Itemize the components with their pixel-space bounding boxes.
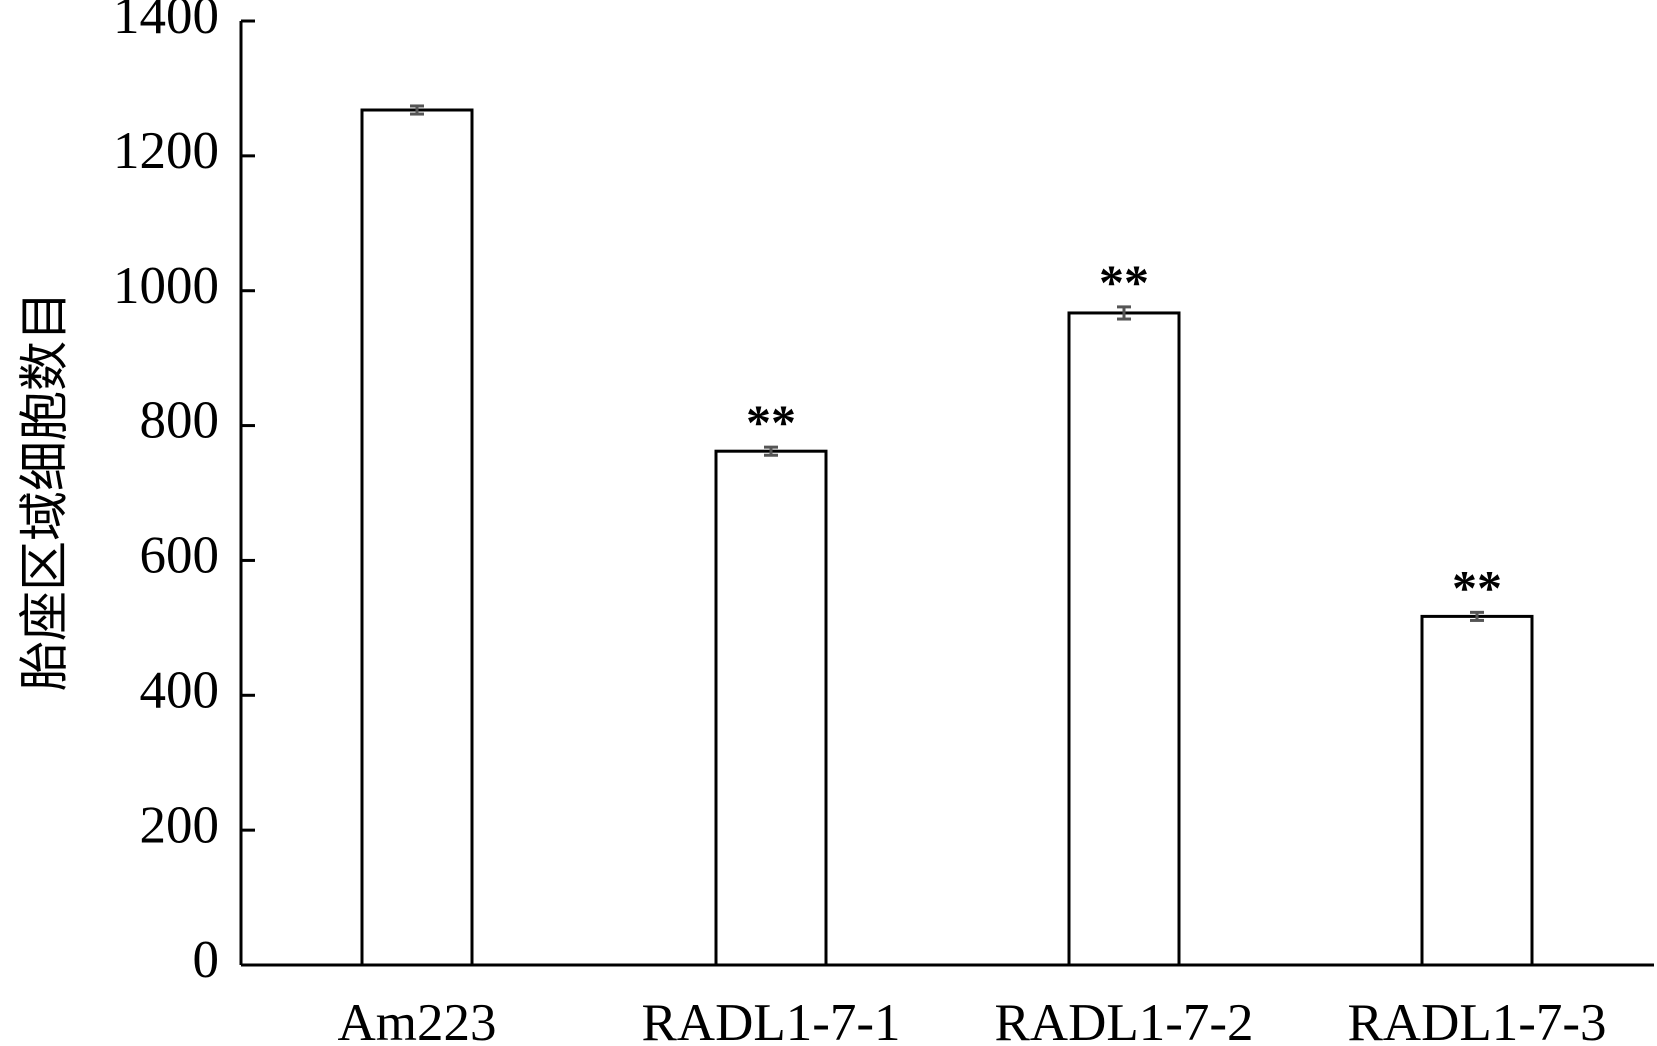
significance-label: ** [746,394,796,450]
significance-label: ** [1099,254,1149,310]
bar [1067,311,1181,967]
x-tick-label: Am223 [338,994,497,1046]
error-bar [410,104,424,116]
y-tick-label: 400 [140,661,220,719]
x-tick-label: RADL1-7-3 [1347,994,1606,1046]
y-tick-label: 1200 [113,122,219,180]
y-tick-label: 1000 [113,257,219,315]
y-tick-label: 600 [140,527,220,585]
y-tick-label: 800 [140,392,220,450]
bar [1420,614,1534,967]
significance-label: ** [1452,559,1502,615]
bar [714,449,828,967]
error-bar [1470,610,1484,622]
y-tick-label: 200 [140,796,220,854]
y-tick-label: 1400 [113,0,219,45]
error-bar [1117,305,1131,321]
y-tick-label: 0 [193,931,220,989]
x-tick-label: RADL1-7-2 [994,994,1253,1046]
bar [360,108,474,967]
y-axis-label: 胎座区域细胞数目 [16,291,74,691]
x-tick-label: RADL1-7-1 [641,994,900,1046]
error-bar [764,445,778,457]
